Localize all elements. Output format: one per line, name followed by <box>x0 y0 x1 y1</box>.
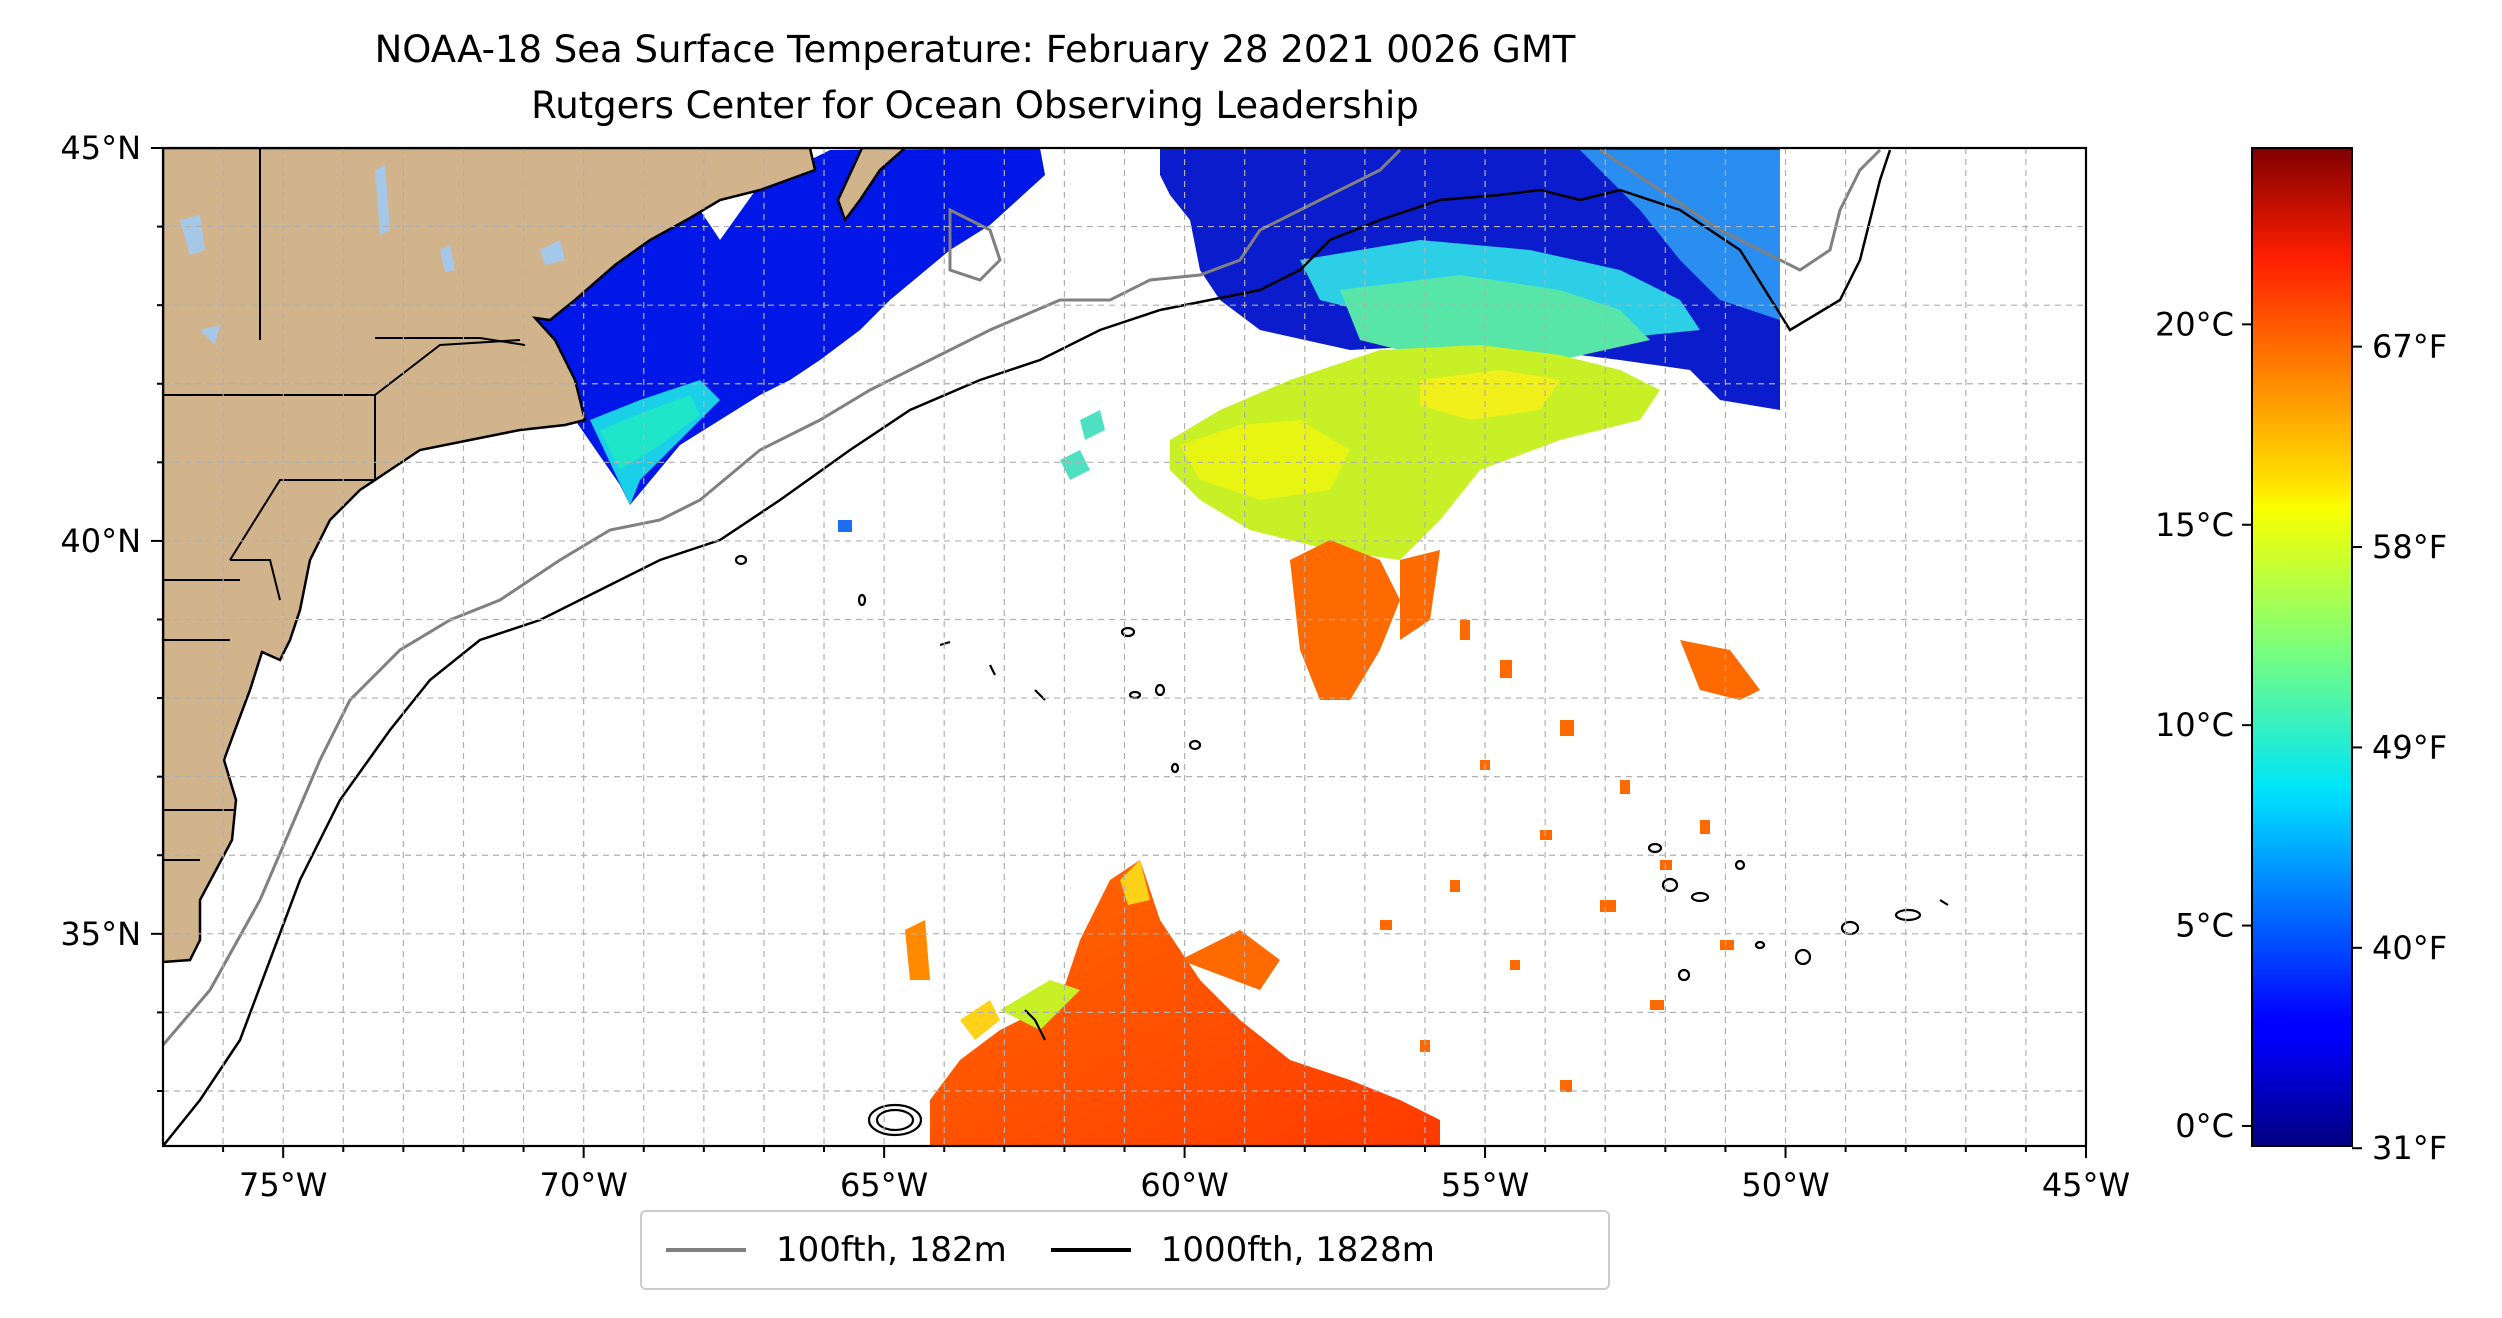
colorbar-celsius-axis: 0°C 5°C 10°C 15°C 20°C <box>2155 305 2252 1145</box>
latitude-axis: 35°N 40°N 45°N <box>60 129 163 1092</box>
cbar-f-tick-label: 40°F <box>2372 929 2447 967</box>
cbar-c-tick-label: 0°C <box>2175 1107 2234 1145</box>
legend: 100fth, 182m 1000fth, 1828m <box>640 1210 1610 1290</box>
sst-mid-swath <box>1060 345 1660 560</box>
legend-swatch-black-line <box>1050 1248 1131 1252</box>
lon-tick-label: 60°W <box>1140 1166 1228 1204</box>
cbar-c-tick-label: 15°C <box>2155 506 2234 544</box>
lakes <box>180 165 565 345</box>
legend-swatch-grey-line <box>666 1248 746 1252</box>
contour-100fth <box>163 148 1882 1046</box>
cbar-f-tick-label: 31°F <box>2372 1129 2447 1167</box>
chart-subtitle: Rutgers Center for Ocean Observing Leade… <box>531 84 1419 127</box>
cbar-f-tick-label: 49°F <box>2372 728 2447 766</box>
contour-1000fth <box>163 149 1892 1146</box>
lat-tick-label: 45°N <box>60 129 141 167</box>
lon-tick-label: 65°W <box>840 1166 928 1204</box>
cbar-c-tick-label: 20°C <box>2155 305 2234 343</box>
legend-entry-1000fth: 1000fth, 1828m <box>1050 1230 1435 1270</box>
lon-tick-label: 45°W <box>2042 1166 2130 1204</box>
sst-blue-blip <box>838 520 852 532</box>
gridlines <box>163 148 2086 1146</box>
cbar-f-tick-label: 67°F <box>2372 328 2447 366</box>
lon-tick-label: 55°W <box>1441 1166 1529 1204</box>
land-coastline <box>163 148 907 964</box>
lon-tick-label: 70°W <box>539 1166 627 1204</box>
sst-north-swath <box>535 148 1780 505</box>
legend-entry-100fth: 100fth, 182m <box>666 1230 1007 1270</box>
lon-tick-label: 50°W <box>1741 1166 1829 1204</box>
colorbar-gradient <box>2251 147 2353 1147</box>
legend-label: 1000fth, 1828m <box>1160 1230 1435 1270</box>
sst-south-swath <box>905 860 1440 1146</box>
lon-tick-label: 75°W <box>239 1166 327 1204</box>
colorbar-fahrenheit-axis: 31°F 40°F 49°F 58°F 67°F <box>2352 328 2447 1167</box>
chart-title: NOAA-18 Sea Surface Temperature: Februar… <box>374 28 1576 71</box>
longitude-axis: 75°W 70°W 65°W 60°W 55°W 50°W 45°W <box>222 1146 2130 1204</box>
legend-label: 100fth, 182m <box>776 1230 1007 1270</box>
cbar-c-tick-label: 5°C <box>2175 907 2234 945</box>
cbar-f-tick-label: 58°F <box>2372 528 2447 566</box>
lat-tick-label: 40°N <box>60 522 141 560</box>
cbar-c-tick-label: 10°C <box>2155 706 2234 744</box>
lat-tick-label: 35°N <box>60 915 141 953</box>
